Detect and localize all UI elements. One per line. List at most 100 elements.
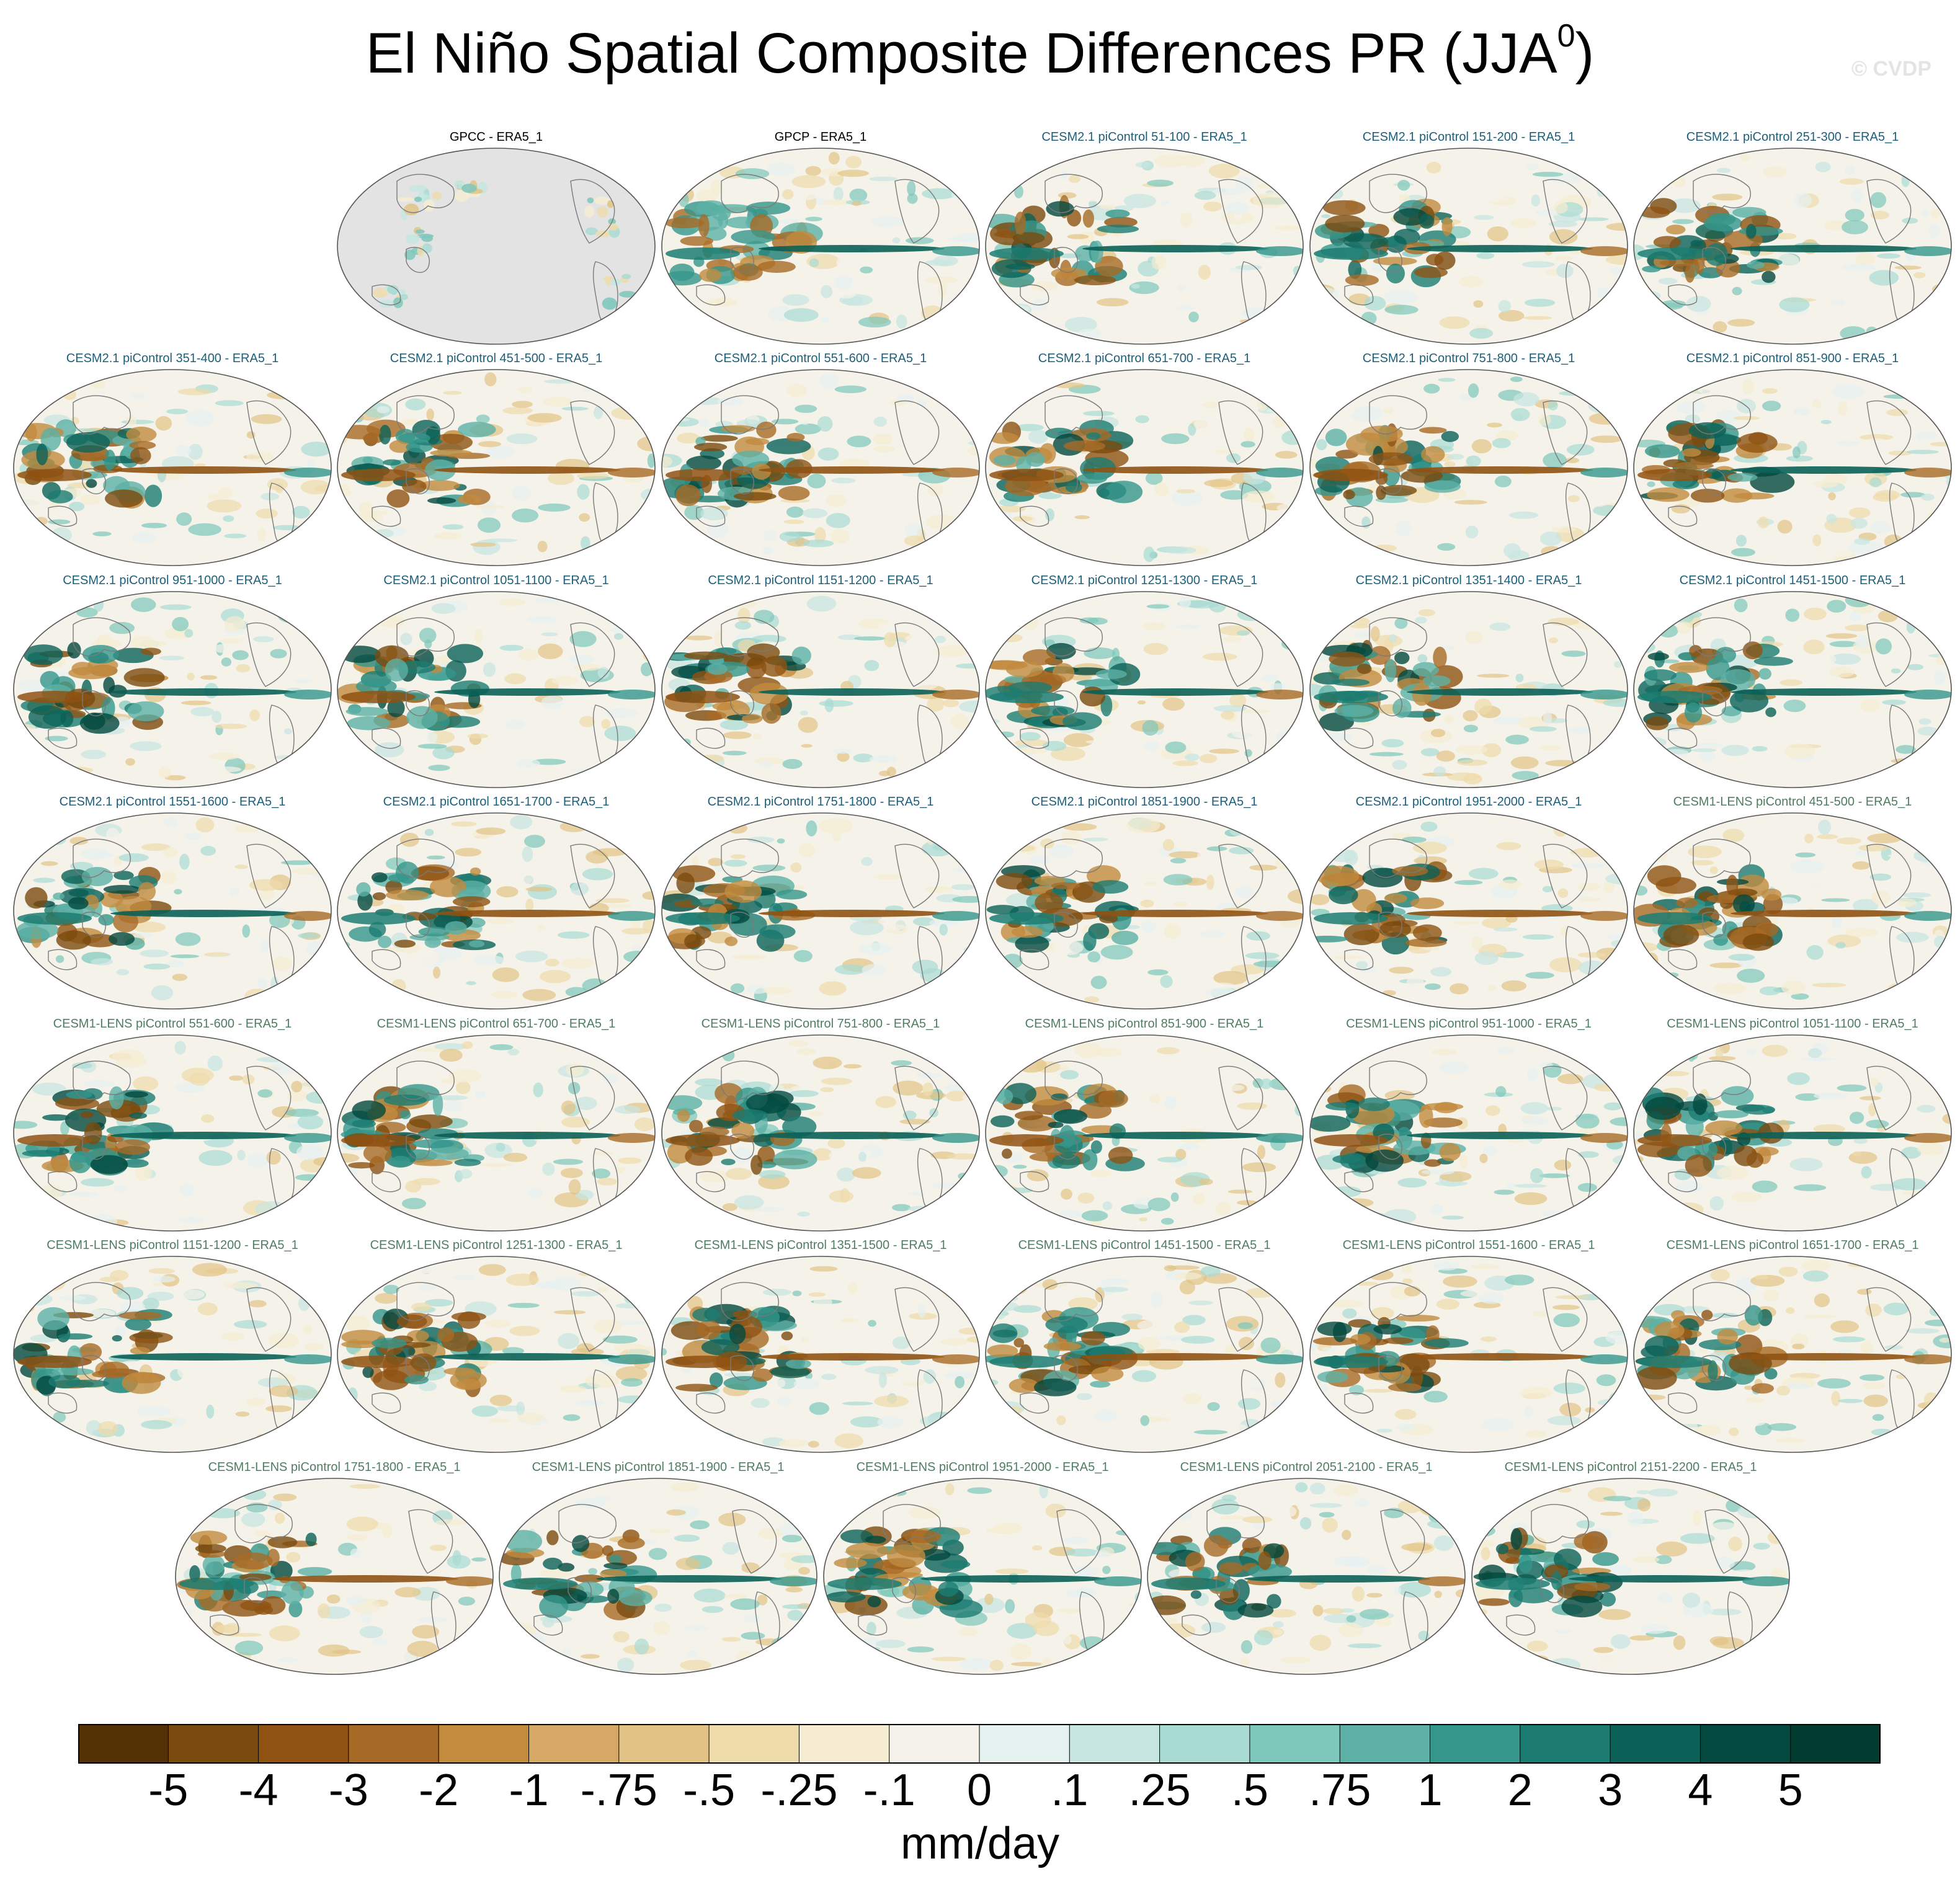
map-panel: CESM1-LENS piControl 2051-2100 - ERA5_1 (1145, 1460, 1468, 1677)
colorbar-swatch (528, 1724, 620, 1764)
map-panel: CESM1-LENS piControl 1051-1100 - ERA5_1 (1631, 1017, 1954, 1234)
globe-map (1309, 591, 1628, 788)
globe-map (823, 1478, 1142, 1675)
colorbar-tick-label: -.5 (683, 1765, 736, 1815)
colorbar-tick-label: -.1 (863, 1765, 915, 1815)
colorbar-swatch (1520, 1724, 1611, 1764)
colorbar-labels: -5 -4 -3 -2 -1 -.75 -.5 -.25 -.1 0 .1 .25 .5 .75 1 2 3 4 5 (0, 1765, 1960, 1815)
map-panel: CESM2.1 piControl 51-100 - ERA5_1 (983, 130, 1306, 347)
panel-title: CESM1-LENS piControl 851-900 - ERA5_1 (1025, 1017, 1264, 1031)
colorbar-swatch (979, 1724, 1071, 1764)
map-panel: CESM2.1 piControl 1551-1600 - ERA5_1 (11, 795, 334, 1012)
colorbar-swatch (1699, 1724, 1791, 1764)
map-panel: CESM2.1 piControl 1651-1700 - ERA5_1 (335, 795, 657, 1012)
map-panel: CESM1-LENS piControl 1851-1900 - ERA5_1 (497, 1460, 819, 1677)
colorbar-tick-label: 3 (1598, 1765, 1623, 1815)
colorbar-tick-label: 4 (1688, 1765, 1713, 1815)
map-panel: CESM2.1 piControl 551-600 - ERA5_1 (659, 352, 982, 569)
map-panel: CESM2.1 piControl 451-500 - ERA5_1 (335, 352, 657, 569)
panel-title: CESM1-LENS piControl 1551-1600 - ERA5_1 (1342, 1238, 1595, 1252)
colorbar-tick-label: .1 (1051, 1765, 1089, 1815)
map-panel: CESM1-LENS piControl 1651-1700 - ERA5_1 (1631, 1238, 1954, 1455)
panel-title: CESM1-LENS piControl 1651-1700 - ERA5_1 (1666, 1238, 1919, 1252)
globe-map (1633, 1256, 1952, 1453)
map-panel: CESM1-LENS piControl 451-500 - ERA5_1 (1631, 795, 1954, 1012)
colorbar-swatch (1610, 1724, 1701, 1764)
map-panel: CESM2.1 piControl 351-400 - ERA5_1 (11, 352, 334, 569)
globe-map (1147, 1478, 1466, 1675)
globe-map (661, 812, 980, 1010)
colorbar-tick-label: -2 (419, 1765, 459, 1815)
map-panel: CESM2.1 piControl 751-800 - ERA5_1 (1307, 352, 1630, 569)
panel-title: CESM2.1 piControl 351-400 - ERA5_1 (66, 352, 279, 365)
colorbar-tick-label: 5 (1778, 1765, 1803, 1815)
map-panel: CESM2.1 piControl 1951-2000 - ERA5_1 (1307, 795, 1630, 1012)
colorbar (78, 1724, 1881, 1764)
colorbar-swatch (1430, 1724, 1521, 1764)
map-panel: CESM1-LENS piControl 1751-1800 - ERA5_1 (173, 1460, 496, 1677)
colorbar-swatch (708, 1724, 800, 1764)
map-panel: CESM1-LENS piControl 1151-1200 - ERA5_1 (11, 1238, 334, 1455)
panel-title: CESM2.1 piControl 551-600 - ERA5_1 (714, 352, 927, 365)
globe-map (337, 1256, 656, 1453)
map-panel: CESM1-LENS piControl 2151-2200 - ERA5_1 (1469, 1460, 1792, 1677)
panel-title: CESM2.1 piControl 1351-1400 - ERA5_1 (1355, 574, 1582, 587)
panel-title: CESM1-LENS piControl 651-700 - ERA5_1 (376, 1017, 616, 1031)
globe-map (1633, 369, 1952, 566)
map-panel: CESM2.1 piControl 251-300 - ERA5_1 (1631, 130, 1954, 347)
colorbar-tick-label: .25 (1128, 1765, 1191, 1815)
panel-title: CESM2.1 piControl 1251-1300 - ERA5_1 (1031, 574, 1258, 587)
colorbar-swatch (438, 1724, 530, 1764)
panel-title: GPCC - ERA5_1 (449, 130, 543, 144)
map-panel: CESM2.1 piControl 951-1000 - ERA5_1 (11, 574, 334, 791)
globe-map (1633, 148, 1952, 345)
map-panel: CESM1-LENS piControl 1251-1300 - ERA5_1 (335, 1238, 657, 1455)
panel-title: CESM2.1 piControl 1051-1100 - ERA5_1 (383, 574, 609, 587)
panel-title: CESM1-LENS piControl 2051-2100 - ERA5_1 (1180, 1460, 1433, 1474)
colorbar-swatch (1249, 1724, 1341, 1764)
panel-title: CESM1-LENS piControl 1951-2000 - ERA5_1 (856, 1460, 1109, 1474)
globe-map (661, 148, 980, 345)
map-panel: CESM2.1 piControl 1251-1300 - ERA5_1 (983, 574, 1306, 791)
globe-map (985, 1256, 1304, 1453)
panel-title: CESM2.1 piControl 951-1000 - ERA5_1 (63, 574, 282, 587)
globe-map (1309, 369, 1628, 566)
map-panel: CESM2.1 piControl 651-700 - ERA5_1 (983, 352, 1306, 569)
panel-title: CESM1-LENS piControl 1451-1500 - ERA5_1 (1018, 1238, 1271, 1252)
colorbar-tick-label: .75 (1309, 1765, 1371, 1815)
map-panel: CESM2.1 piControl 1351-1400 - ERA5_1 (1307, 574, 1630, 791)
map-panel: CESM1-LENS piControl 1451-1500 - ERA5_1 (983, 1238, 1306, 1455)
globe-map (1309, 812, 1628, 1010)
globe-map (337, 369, 656, 566)
colorbar-tick-label: -5 (148, 1765, 189, 1815)
globe-map (985, 148, 1304, 345)
globe-map (1633, 812, 1952, 1010)
globe-map (337, 591, 656, 788)
colorbar-swatch (798, 1724, 890, 1764)
colorbar-swatch (889, 1724, 980, 1764)
globe-map (1633, 591, 1952, 788)
panel-title: CESM1-LENS piControl 551-600 - ERA5_1 (53, 1017, 292, 1031)
colorbar-swatch (1069, 1724, 1160, 1764)
colorbar-tick-label: 0 (966, 1765, 992, 1815)
colorbar-tick-label: .5 (1231, 1765, 1268, 1815)
panel-title: CESM2.1 piControl 651-700 - ERA5_1 (1038, 352, 1251, 365)
colorbar-tick-label: -3 (328, 1765, 368, 1815)
panel-title: CESM1-LENS piControl 2151-2200 - ERA5_1 (1504, 1460, 1757, 1474)
globe-map (985, 369, 1304, 566)
panel-title: CESM1-LENS piControl 1751-1800 - ERA5_1 (208, 1460, 461, 1474)
figure-title: El Niño Spatial Composite Differences PR… (0, 18, 1960, 85)
panel-title: CESM1-LENS piControl 1351-1500 - ERA5_1 (694, 1238, 947, 1252)
colorbar-swatch (258, 1724, 349, 1764)
colorbar-tick-label: -.75 (580, 1765, 657, 1815)
globe-map (661, 1256, 980, 1453)
globe-map (13, 369, 332, 566)
globe-map (1309, 1256, 1628, 1453)
map-panel: CESM1-LENS piControl 951-1000 - ERA5_1 (1307, 1017, 1630, 1234)
panel-title: GPCP - ERA5_1 (774, 130, 867, 144)
colorbar-tick-label: 2 (1507, 1765, 1533, 1815)
panel-title: CESM2.1 piControl 1451-1500 - ERA5_1 (1679, 574, 1906, 587)
globe-map (13, 1256, 332, 1453)
colorbar-swatch (78, 1724, 169, 1764)
panel-title: CESM1-LENS piControl 1851-1900 - ERA5_1 (532, 1460, 785, 1474)
